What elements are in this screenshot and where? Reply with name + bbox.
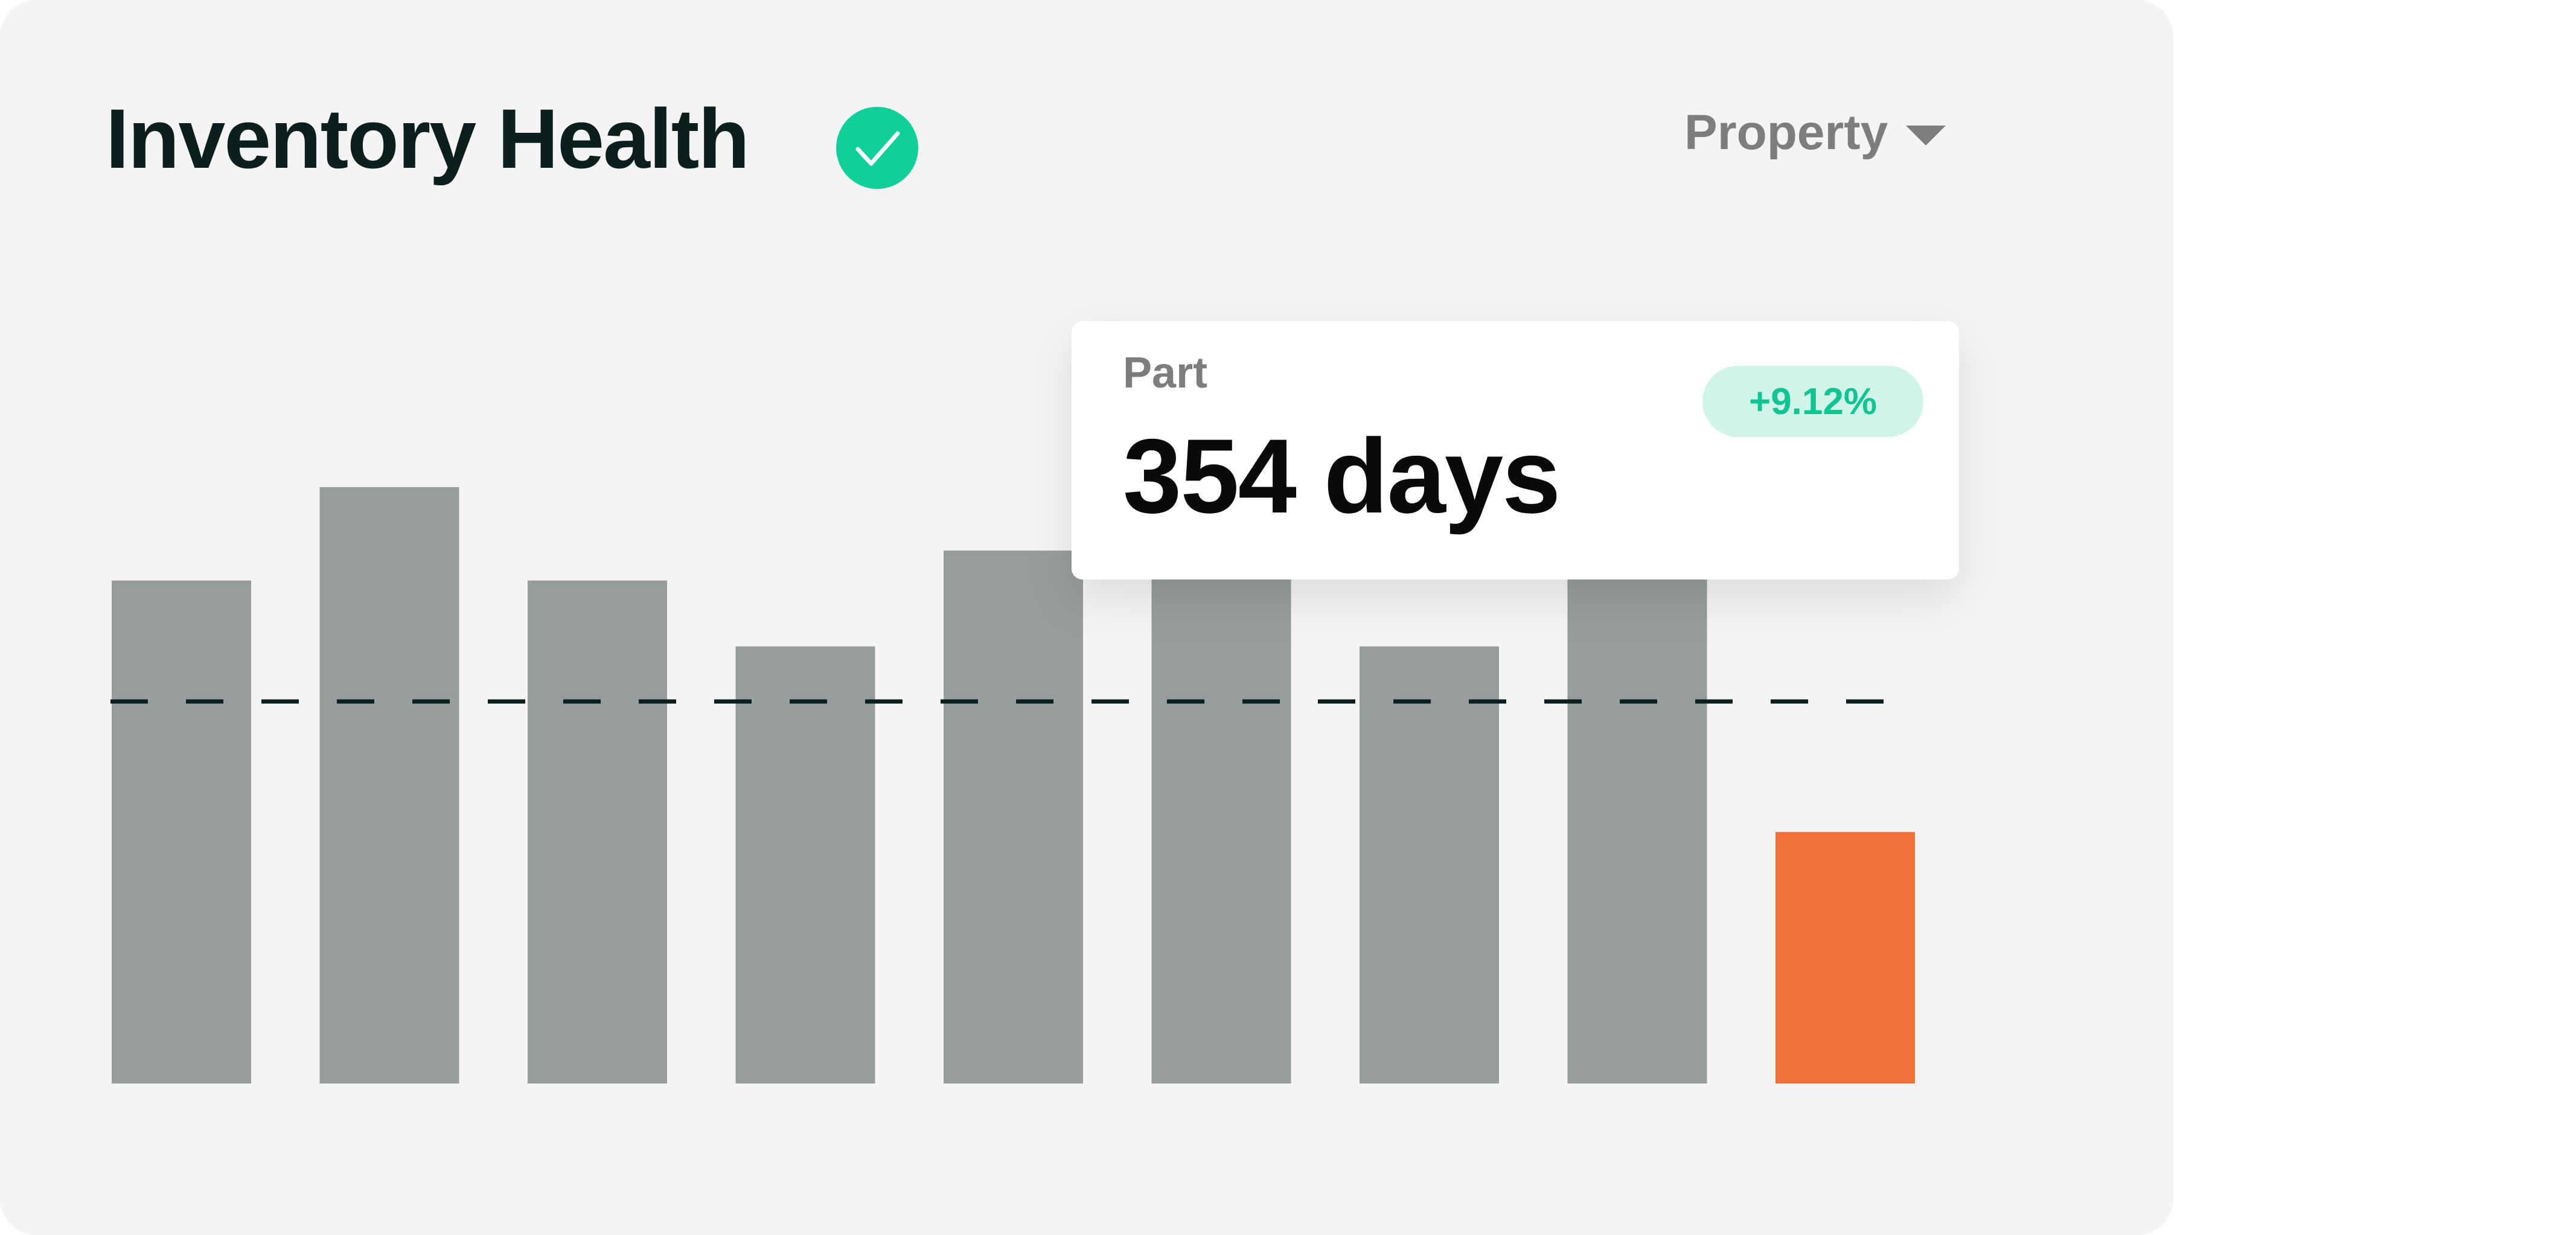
bar[interactable] [1360, 646, 1499, 1083]
tooltip-label: Part [1123, 349, 1208, 397]
caret-down-icon [1906, 125, 1946, 145]
card-title: Inventory Health [106, 91, 750, 186]
inventory-health-card: Inventory Health Property Part 354 days … [0, 0, 2173, 1235]
bar[interactable] [528, 580, 667, 1083]
bar[interactable] [944, 550, 1083, 1083]
bar[interactable] [112, 580, 251, 1083]
bar[interactable] [319, 487, 459, 1083]
property-dropdown[interactable]: Property [1684, 103, 1946, 163]
property-dropdown-label: Property [1684, 105, 1888, 160]
tooltip-value: 354 days [1123, 418, 1561, 535]
check-circle-icon [836, 107, 918, 189]
bar[interactable] [1151, 568, 1291, 1083]
bar[interactable] [735, 646, 875, 1083]
inventory-bar-chart [110, 487, 1915, 1083]
bar[interactable] [1567, 568, 1707, 1083]
tooltip-delta-badge: +9.12% [1702, 366, 1923, 437]
highlighted-bar[interactable] [1775, 832, 1915, 1083]
bar-tooltip: Part 354 days +9.12% [1072, 321, 1959, 579]
